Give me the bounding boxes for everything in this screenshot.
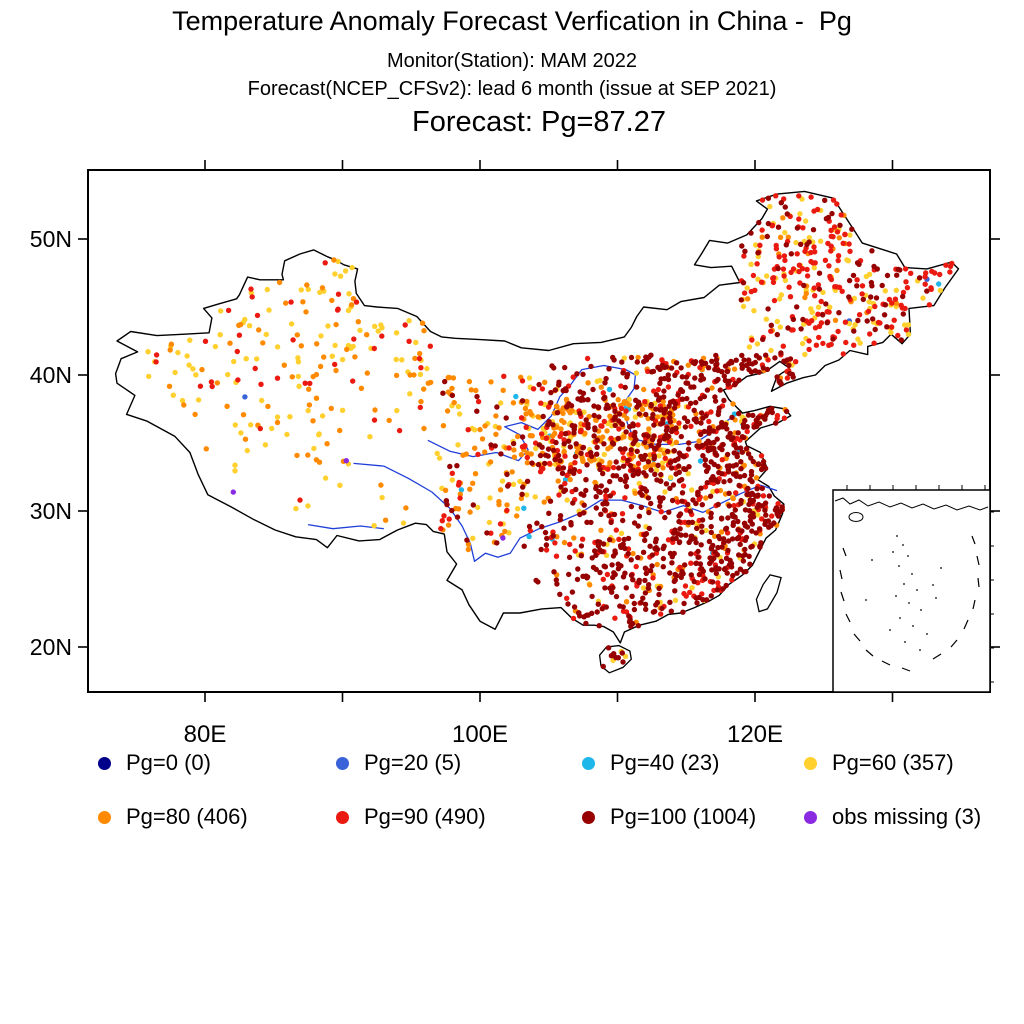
legend: Pg=0 (0) Pg=20 (5) Pg=40 (23) Pg=60 (357… bbox=[98, 750, 998, 830]
legend-dot-pg90 bbox=[336, 810, 349, 824]
legend-item-pg80: Pg=80 (406) bbox=[98, 804, 336, 830]
svg-text:50N: 50N bbox=[30, 226, 72, 252]
legend-label-pg0: Pg=0 (0) bbox=[126, 750, 211, 775]
legend-label-pg90: Pg=90 (490) bbox=[364, 804, 486, 829]
legend-label-pg40: Pg=40 (23) bbox=[610, 750, 720, 775]
legend-dot-obs-missing bbox=[804, 810, 817, 824]
svg-text:80E: 80E bbox=[184, 721, 227, 748]
subtitle-forecast: Forecast(NCEP_CFSv2): lead 6 month (issu… bbox=[247, 78, 777, 100]
legend-dot-pg80 bbox=[98, 810, 111, 824]
legend-item-pg0: Pg=0 (0) bbox=[98, 750, 336, 776]
legend-label-pg100: Pg=100 (1004) bbox=[610, 804, 757, 829]
legend-item-pg40: Pg=40 (23) bbox=[582, 750, 804, 776]
svg-text:40N: 40N bbox=[30, 362, 72, 388]
legend-item-pg100: Pg=100 (1004) bbox=[582, 804, 804, 830]
legend-label-pg20: Pg=20 (5) bbox=[364, 750, 462, 775]
svg-text:100E: 100E bbox=[452, 721, 508, 748]
legend-dot-pg100 bbox=[582, 810, 595, 824]
forecast-score-title: Forecast: Pg=87.27 bbox=[412, 106, 666, 138]
legend-item-pg90: Pg=90 (490) bbox=[336, 804, 582, 830]
main-title: Temperature Anomaly Forecast Verfication… bbox=[172, 6, 852, 36]
svg-text:30N: 30N bbox=[30, 498, 72, 524]
legend-label-pg80: Pg=80 (406) bbox=[126, 804, 248, 829]
legend-item-pg20: Pg=20 (5) bbox=[336, 750, 582, 776]
legend-label-obs-missing: obs missing (3) bbox=[832, 804, 982, 829]
legend-dot-pg60 bbox=[804, 756, 817, 770]
station-dots bbox=[145, 193, 955, 670]
legend-item-obs-missing: obs missing (3) bbox=[804, 804, 998, 830]
legend-dot-pg0 bbox=[98, 756, 111, 770]
legend-item-pg60: Pg=60 (357) bbox=[804, 750, 998, 776]
legend-dot-pg20 bbox=[336, 756, 349, 770]
svg-text:20N: 20N bbox=[30, 634, 72, 660]
axes-frame-and-ticks: 80E 100E 120E 50N 40N 30N 20N bbox=[30, 160, 1000, 748]
subtitle-monitor: Monitor(Station): MAM 2022 bbox=[386, 50, 638, 72]
legend-label-pg60: Pg=60 (357) bbox=[832, 750, 954, 775]
legend-dot-pg40 bbox=[582, 756, 595, 770]
south-china-sea-inset bbox=[832, 485, 994, 693]
svg-text:120E: 120E bbox=[727, 721, 783, 748]
